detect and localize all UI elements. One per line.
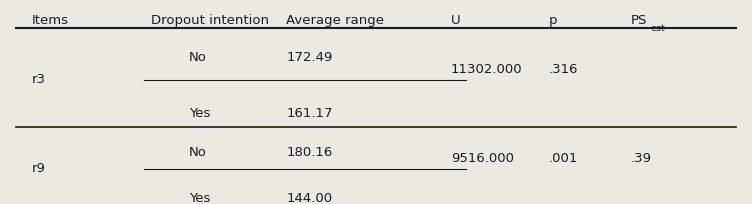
Text: Dropout intention: Dropout intention (151, 14, 269, 27)
Text: .316: .316 (548, 63, 578, 76)
Text: Yes: Yes (189, 107, 210, 120)
Text: PS: PS (631, 14, 647, 27)
Text: est: est (650, 24, 665, 33)
Text: U: U (451, 14, 460, 27)
Text: No: No (189, 145, 207, 158)
Text: 11302.000: 11302.000 (451, 63, 523, 76)
Text: 161.17: 161.17 (286, 107, 332, 120)
Text: .001: .001 (548, 151, 578, 164)
Text: .39: .39 (631, 151, 652, 164)
Text: Items: Items (32, 14, 68, 27)
Text: r9: r9 (32, 161, 45, 174)
Text: 180.16: 180.16 (286, 145, 332, 158)
Text: No: No (189, 51, 207, 63)
Text: r3: r3 (32, 72, 45, 85)
Text: 9516.000: 9516.000 (451, 151, 514, 164)
Text: p: p (548, 14, 556, 27)
Text: 144.00: 144.00 (286, 191, 332, 204)
Text: Average range: Average range (286, 14, 384, 27)
Text: 172.49: 172.49 (286, 51, 332, 63)
Text: Yes: Yes (189, 191, 210, 204)
